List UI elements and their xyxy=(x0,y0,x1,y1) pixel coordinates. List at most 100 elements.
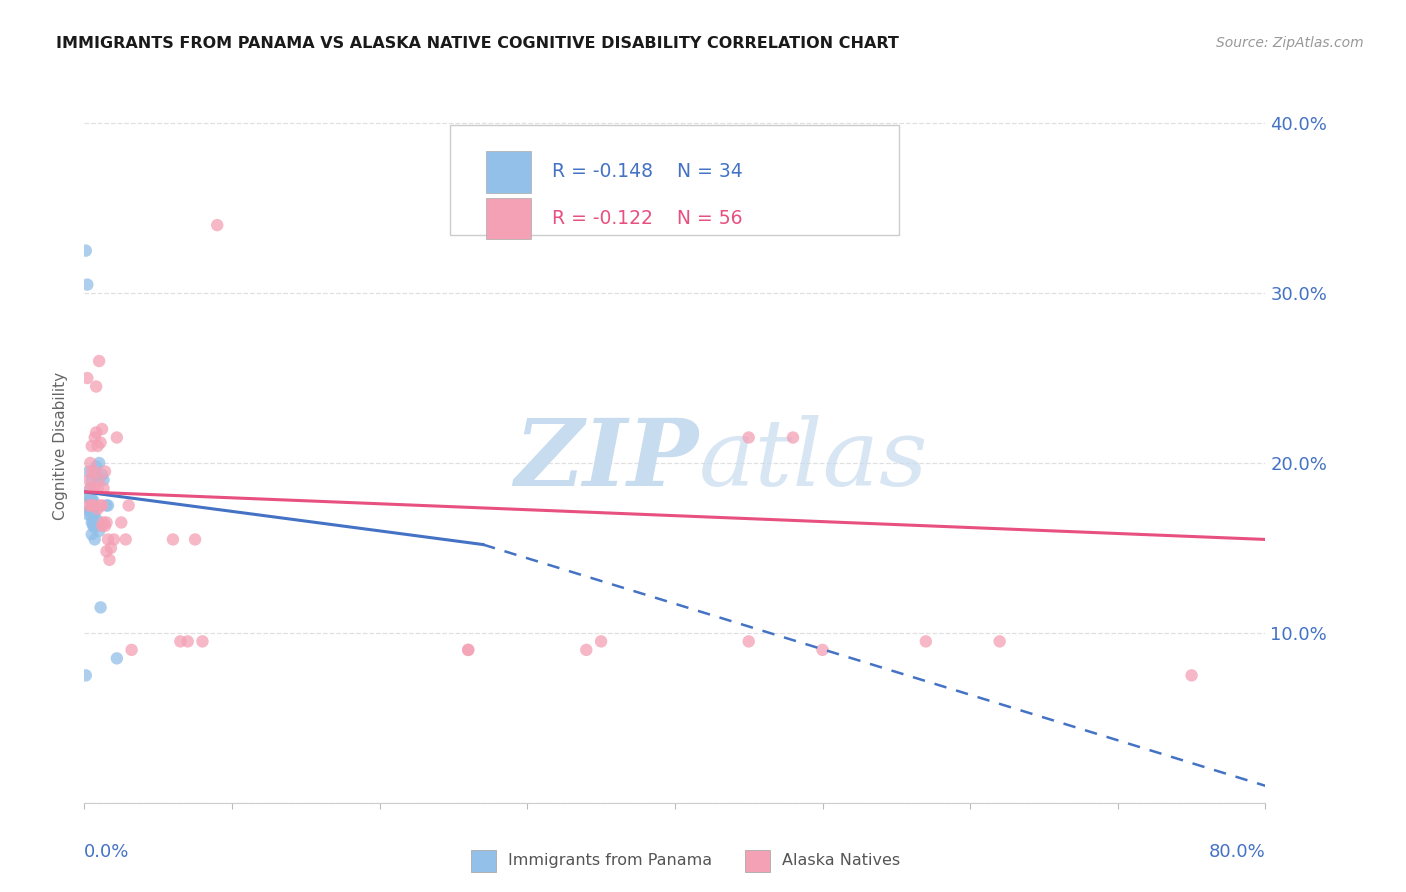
Point xyxy=(75,244,97,258)
Point xyxy=(79,493,101,508)
Point xyxy=(82,482,104,496)
Point xyxy=(79,503,101,517)
Point xyxy=(79,456,101,470)
Text: IMMIGRANTS FROM PANAMA VS ALASKA NATIVE COGNITIVE DISABILITY CORRELATION CHART: IMMIGRANTS FROM PANAMA VS ALASKA NATIVE … xyxy=(56,36,898,51)
Point xyxy=(82,493,104,508)
Point xyxy=(98,553,121,567)
Point xyxy=(91,519,114,533)
Point xyxy=(80,439,103,453)
Point xyxy=(93,482,115,496)
Point xyxy=(80,473,103,487)
Point xyxy=(96,516,118,530)
Point xyxy=(90,499,112,513)
Point xyxy=(82,519,104,533)
Point xyxy=(80,465,103,479)
FancyBboxPatch shape xyxy=(450,125,900,235)
Point xyxy=(90,600,112,615)
Point xyxy=(80,510,103,524)
Point xyxy=(811,643,834,657)
Point xyxy=(96,544,118,558)
Point xyxy=(84,379,107,393)
Point xyxy=(94,519,117,533)
Point xyxy=(77,499,100,513)
Point xyxy=(90,435,112,450)
Bar xyxy=(486,152,531,193)
Point xyxy=(782,430,804,444)
Text: Source: ZipAtlas.com: Source: ZipAtlas.com xyxy=(1216,36,1364,50)
Point xyxy=(79,490,101,504)
Text: 0.0%: 0.0% xyxy=(84,843,129,861)
Text: ZIP: ZIP xyxy=(515,416,699,505)
Point xyxy=(83,507,105,521)
Point xyxy=(738,430,761,444)
Text: atlas: atlas xyxy=(699,416,928,505)
Point xyxy=(86,482,108,496)
Point xyxy=(87,456,111,470)
Point xyxy=(87,524,111,538)
Point xyxy=(77,473,100,487)
Point xyxy=(96,499,118,513)
Point xyxy=(77,503,100,517)
Point xyxy=(83,430,105,444)
Point xyxy=(83,465,105,479)
Point xyxy=(457,643,479,657)
Point xyxy=(82,516,104,530)
Point xyxy=(76,277,98,292)
Point xyxy=(184,533,207,547)
Point xyxy=(988,634,1011,648)
Point xyxy=(97,499,120,513)
Point xyxy=(84,469,107,483)
Point xyxy=(591,634,613,648)
Point xyxy=(162,533,184,547)
Point xyxy=(118,499,141,513)
Point xyxy=(75,668,97,682)
Point xyxy=(97,533,120,547)
Point xyxy=(80,499,103,513)
Point xyxy=(87,354,111,368)
Point xyxy=(105,651,128,665)
Bar xyxy=(486,198,531,239)
Point xyxy=(86,501,108,516)
Point xyxy=(191,634,214,648)
Text: Alaska Natives: Alaska Natives xyxy=(782,854,900,868)
Point xyxy=(86,439,108,453)
Point xyxy=(77,490,100,504)
Text: Immigrants from Panama: Immigrants from Panama xyxy=(508,854,711,868)
Point xyxy=(177,634,200,648)
Point xyxy=(76,371,98,385)
Point xyxy=(76,507,98,521)
Point xyxy=(87,473,111,487)
Point xyxy=(169,634,191,648)
Point xyxy=(84,425,107,440)
Point xyxy=(207,218,229,232)
Text: R = -0.122    N = 56: R = -0.122 N = 56 xyxy=(553,209,742,228)
Point xyxy=(86,514,108,528)
Point xyxy=(82,499,104,513)
Point xyxy=(105,430,128,444)
Point xyxy=(91,422,114,436)
Point xyxy=(93,516,115,530)
Point xyxy=(83,533,105,547)
Point xyxy=(80,493,103,508)
Point xyxy=(457,643,479,657)
Point xyxy=(575,643,598,657)
Point xyxy=(103,533,125,547)
Y-axis label: Cognitive Disability: Cognitive Disability xyxy=(53,372,69,520)
Point xyxy=(83,520,105,534)
Point xyxy=(84,459,107,474)
Point xyxy=(110,516,132,530)
Point xyxy=(79,482,101,496)
Point xyxy=(80,516,103,530)
Point xyxy=(100,541,122,555)
Point xyxy=(94,465,117,479)
Text: R = -0.148    N = 34: R = -0.148 N = 34 xyxy=(553,162,742,181)
Point xyxy=(738,634,761,648)
Point xyxy=(80,527,103,541)
Point xyxy=(91,467,114,482)
Point xyxy=(77,465,100,479)
Point xyxy=(114,533,136,547)
Point xyxy=(1181,668,1204,682)
Point xyxy=(82,507,104,521)
Point xyxy=(121,643,143,657)
Text: 80.0%: 80.0% xyxy=(1209,843,1265,861)
